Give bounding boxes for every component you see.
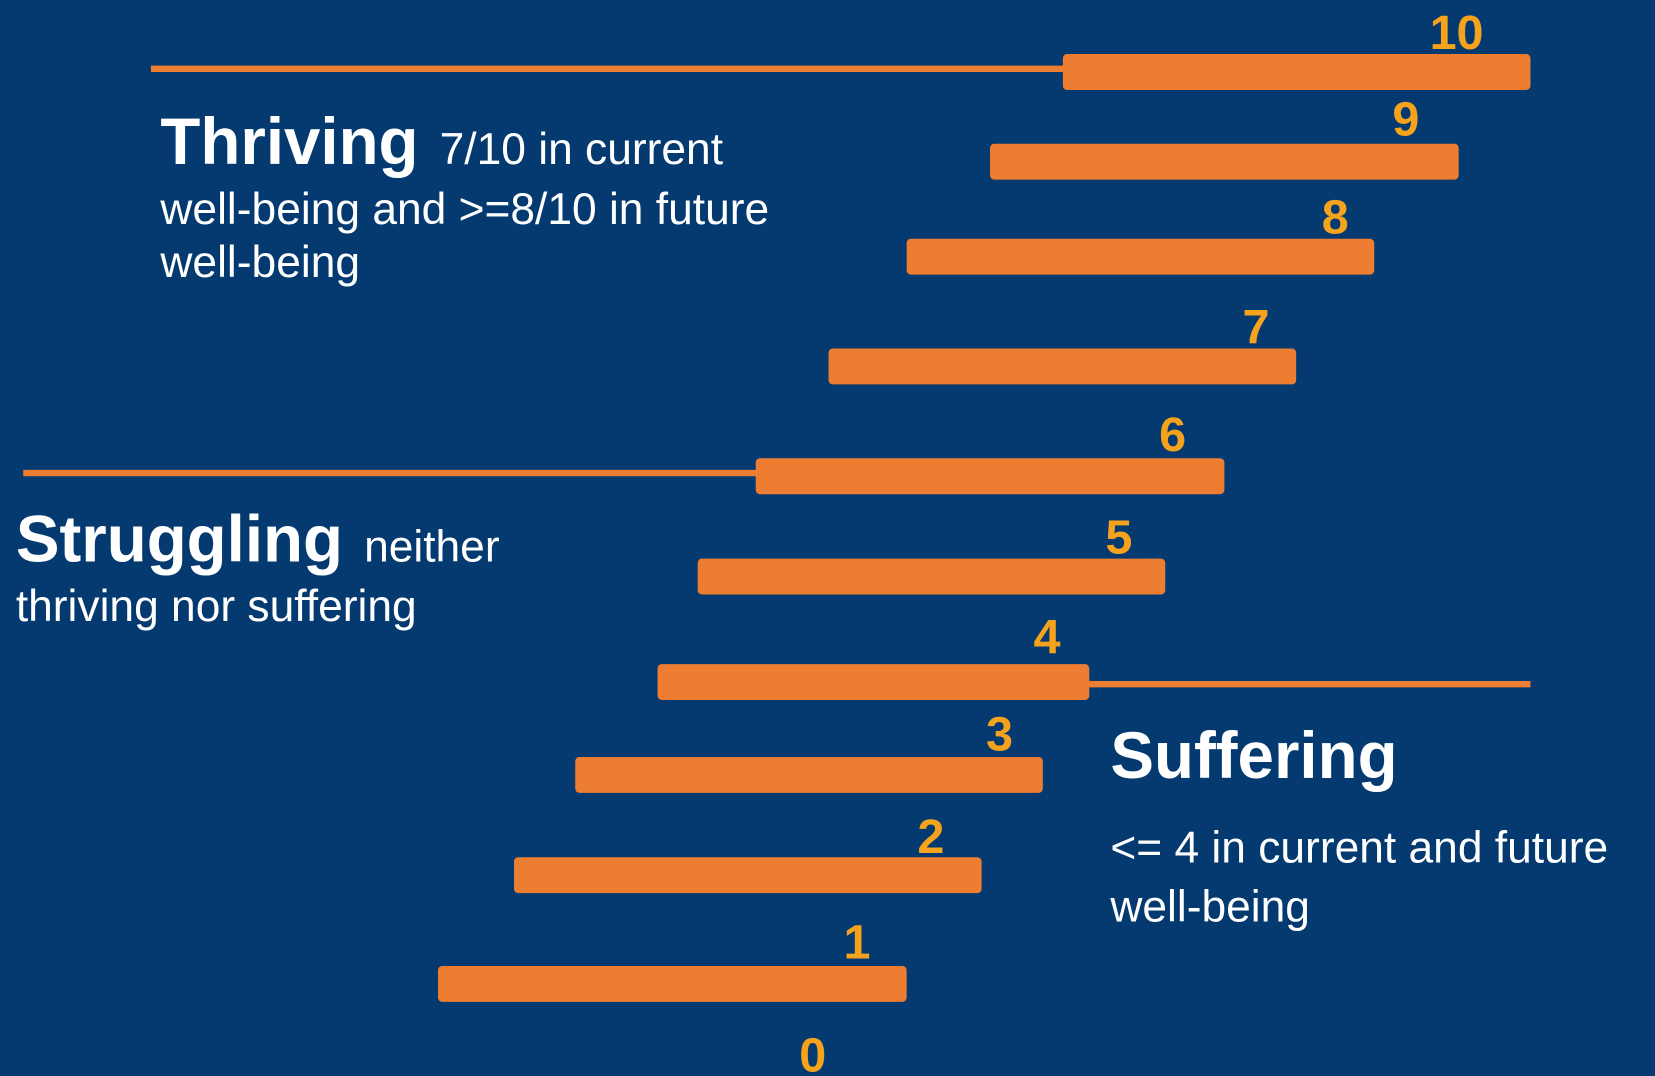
thriving-heading: Thriving 7/10 in current (160, 105, 723, 178)
section-description: well-being and >=8/10 in future (159, 185, 769, 234)
rung-label: 0 (799, 1029, 826, 1076)
rung-bar (990, 143, 1459, 180)
rung-label: 3 (986, 708, 1013, 762)
rung-bar (514, 857, 982, 894)
section-title: Suffering (1110, 719, 1397, 792)
rung-bar (906, 238, 1375, 275)
rung-bar (697, 558, 1166, 595)
rung-label: 8 (1322, 190, 1349, 244)
rung-bar (657, 664, 1090, 701)
rung-bar (1062, 54, 1531, 90)
rung-label: 4 (1034, 611, 1061, 665)
section-description: well-being (1109, 883, 1310, 932)
rung-bar (438, 965, 907, 1002)
section-description: <= 4 in current and future (1110, 824, 1608, 873)
section-description: well-being (159, 238, 360, 287)
rung-label: 2 (917, 810, 944, 864)
struggling-heading: Struggling neither (16, 503, 500, 576)
rung-label: 9 (1392, 92, 1419, 146)
section-title: Struggling (16, 503, 343, 576)
section-description: 7/10 in current (440, 125, 723, 174)
section-title: Thriving (160, 105, 418, 178)
section-description: thriving nor suffering (16, 582, 417, 631)
rung-label: 1 (844, 916, 871, 970)
rung-bar (575, 757, 1043, 793)
rung-label: 7 (1243, 300, 1270, 354)
rung-bar (828, 348, 1297, 385)
rung-label: 5 (1105, 510, 1132, 564)
rung-bar (755, 458, 1225, 495)
rung-label: 6 (1159, 408, 1186, 462)
rung-label: 10 (1430, 6, 1484, 60)
section-description: neither (364, 523, 500, 572)
